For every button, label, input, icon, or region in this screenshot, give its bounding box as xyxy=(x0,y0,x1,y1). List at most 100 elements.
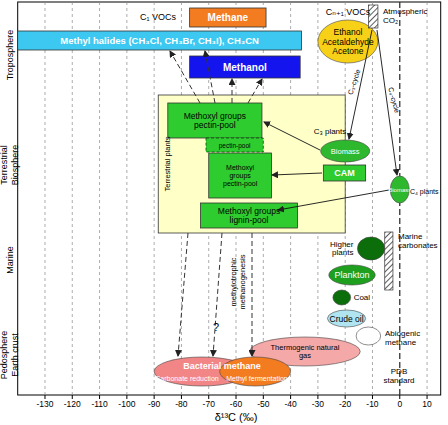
text-group: Cₙ₊₁ VOCs xyxy=(326,7,371,17)
text-group: Terrestrial plants xyxy=(163,136,172,191)
label: Terrestrial plants xyxy=(163,136,172,191)
tick-label: -110 xyxy=(91,399,108,409)
tick-label: -10 xyxy=(366,399,379,409)
text-group: ? xyxy=(213,321,219,333)
text-group: C₁ VOCs xyxy=(140,12,177,22)
arrow xyxy=(272,173,322,175)
label: PDB xyxy=(391,367,407,376)
label: Ethanol xyxy=(333,27,362,37)
label: plants xyxy=(332,248,353,257)
label: Coal xyxy=(354,293,371,302)
arrow xyxy=(278,190,389,210)
text-group: Methoxyl groupslignin-pool xyxy=(218,206,280,226)
label: pectin-pool xyxy=(194,120,236,130)
label: Methoxyl groups xyxy=(184,111,246,121)
text-group: pectin-pool xyxy=(219,142,251,150)
label: Methanol xyxy=(223,62,267,73)
text-group: PDBstandard xyxy=(383,367,414,385)
chart-container: -130-120-110-100-90-80-70-60-50-40-30-20… xyxy=(0,0,448,425)
label: Methoxyl xyxy=(226,164,254,172)
label: Methane xyxy=(208,12,249,23)
text-group: Methoxyl groupspectin-pool xyxy=(184,111,246,131)
text-group: Troposphere xyxy=(5,30,15,81)
biomass xyxy=(321,140,370,162)
label: Earth crust xyxy=(10,333,20,377)
label: Atmospheric xyxy=(383,7,427,16)
text-group: C₄ plants xyxy=(410,188,439,196)
arrow xyxy=(232,79,233,103)
text-group: Biomass xyxy=(331,147,360,156)
label: Methoxyl groups xyxy=(218,206,280,216)
text-group: Thermogenic naturalgas xyxy=(271,343,340,360)
grid-line xyxy=(154,2,155,395)
text-group: Abiogenicmethane xyxy=(385,329,420,347)
label: Acetaldehyde xyxy=(322,37,374,47)
label: Biomass xyxy=(388,187,411,193)
label: Terrestrial xyxy=(0,145,9,185)
plot-frame xyxy=(18,2,441,395)
label: C₃-cycle xyxy=(347,68,363,95)
grid-line xyxy=(44,2,45,395)
text-group: Methane xyxy=(208,12,249,23)
arrow xyxy=(213,233,222,356)
label: C₃ plants xyxy=(314,127,347,136)
text-group: Higherplants xyxy=(330,240,354,258)
tick-label: -50 xyxy=(257,399,270,409)
text-group: methylotrophicmethanogenesis xyxy=(229,254,246,309)
label: Biomass xyxy=(331,147,360,156)
text-group: Methanol xyxy=(223,62,267,73)
tick-label: -130 xyxy=(36,399,53,409)
label: C₄-cycle xyxy=(386,86,401,113)
label: Biosphere xyxy=(10,145,20,186)
label: carbonates xyxy=(398,241,438,250)
methyl-halides-ch-cl-ch-br-ch-i-ch-cn xyxy=(18,31,302,50)
label: Troposphere xyxy=(5,30,15,81)
label: Pedosphere xyxy=(0,331,9,380)
label: Cₙ₊₁ VOCs xyxy=(326,7,371,17)
marine-carbonates xyxy=(385,232,393,290)
label: Bacterial methane xyxy=(183,361,261,371)
text-group: Methoxylgroupspectin-pool xyxy=(223,164,258,188)
plankton xyxy=(329,265,375,285)
grid-line xyxy=(126,2,127,395)
label: CAM xyxy=(334,168,355,178)
text-group: CAM xyxy=(334,168,355,178)
label: Methyl fermentation xyxy=(226,375,288,383)
text-group: Marine xyxy=(5,246,15,274)
axis-title: δ¹³C (‰) xyxy=(215,411,258,423)
label: Abiogenic xyxy=(385,329,420,338)
label: C₁ VOCs xyxy=(140,12,177,22)
chart: -130-120-110-100-90-80-70-60-50-40-30-20… xyxy=(0,0,448,425)
tick-label: 10 xyxy=(422,399,432,409)
tick-label: -100 xyxy=(118,399,135,409)
marks xyxy=(18,5,410,386)
abiogenic-methane xyxy=(356,327,381,345)
label: methanogenesis xyxy=(238,254,247,309)
tick-label: -60 xyxy=(230,399,243,409)
tick-label: -70 xyxy=(203,399,216,409)
text-group: Crude oil xyxy=(330,314,364,324)
text-group: C₃ plants xyxy=(314,127,347,136)
grid-line xyxy=(99,2,100,395)
arrow xyxy=(205,51,215,103)
text-group: AtmosphericCO₂ xyxy=(383,7,427,25)
text-group: Marinecarbonates xyxy=(398,232,438,250)
text-group: TerrestrialBiosphere xyxy=(0,145,20,186)
label: Acetone xyxy=(332,46,363,56)
label: standard xyxy=(383,376,414,385)
label: pectin-pool xyxy=(223,180,258,188)
text-group: Coal xyxy=(354,293,371,302)
tick-label: -90 xyxy=(148,399,161,409)
pectin-pool xyxy=(206,138,263,152)
label: CO₂ xyxy=(383,16,398,25)
grid-line xyxy=(427,2,428,395)
tick-label: -80 xyxy=(175,399,188,409)
arrows xyxy=(170,30,397,356)
text-group: EthanolAcetaldehydeAcetone xyxy=(322,27,374,56)
label: Marine xyxy=(5,246,15,274)
arrow xyxy=(252,233,253,356)
grid-line xyxy=(72,2,73,395)
label: Marine xyxy=(398,232,423,241)
text-group: PedosphereEarth crust xyxy=(0,331,20,380)
label: Methyl halides (CH₃Cl, CH₃Br, CH₃I), CH₃… xyxy=(60,35,259,46)
